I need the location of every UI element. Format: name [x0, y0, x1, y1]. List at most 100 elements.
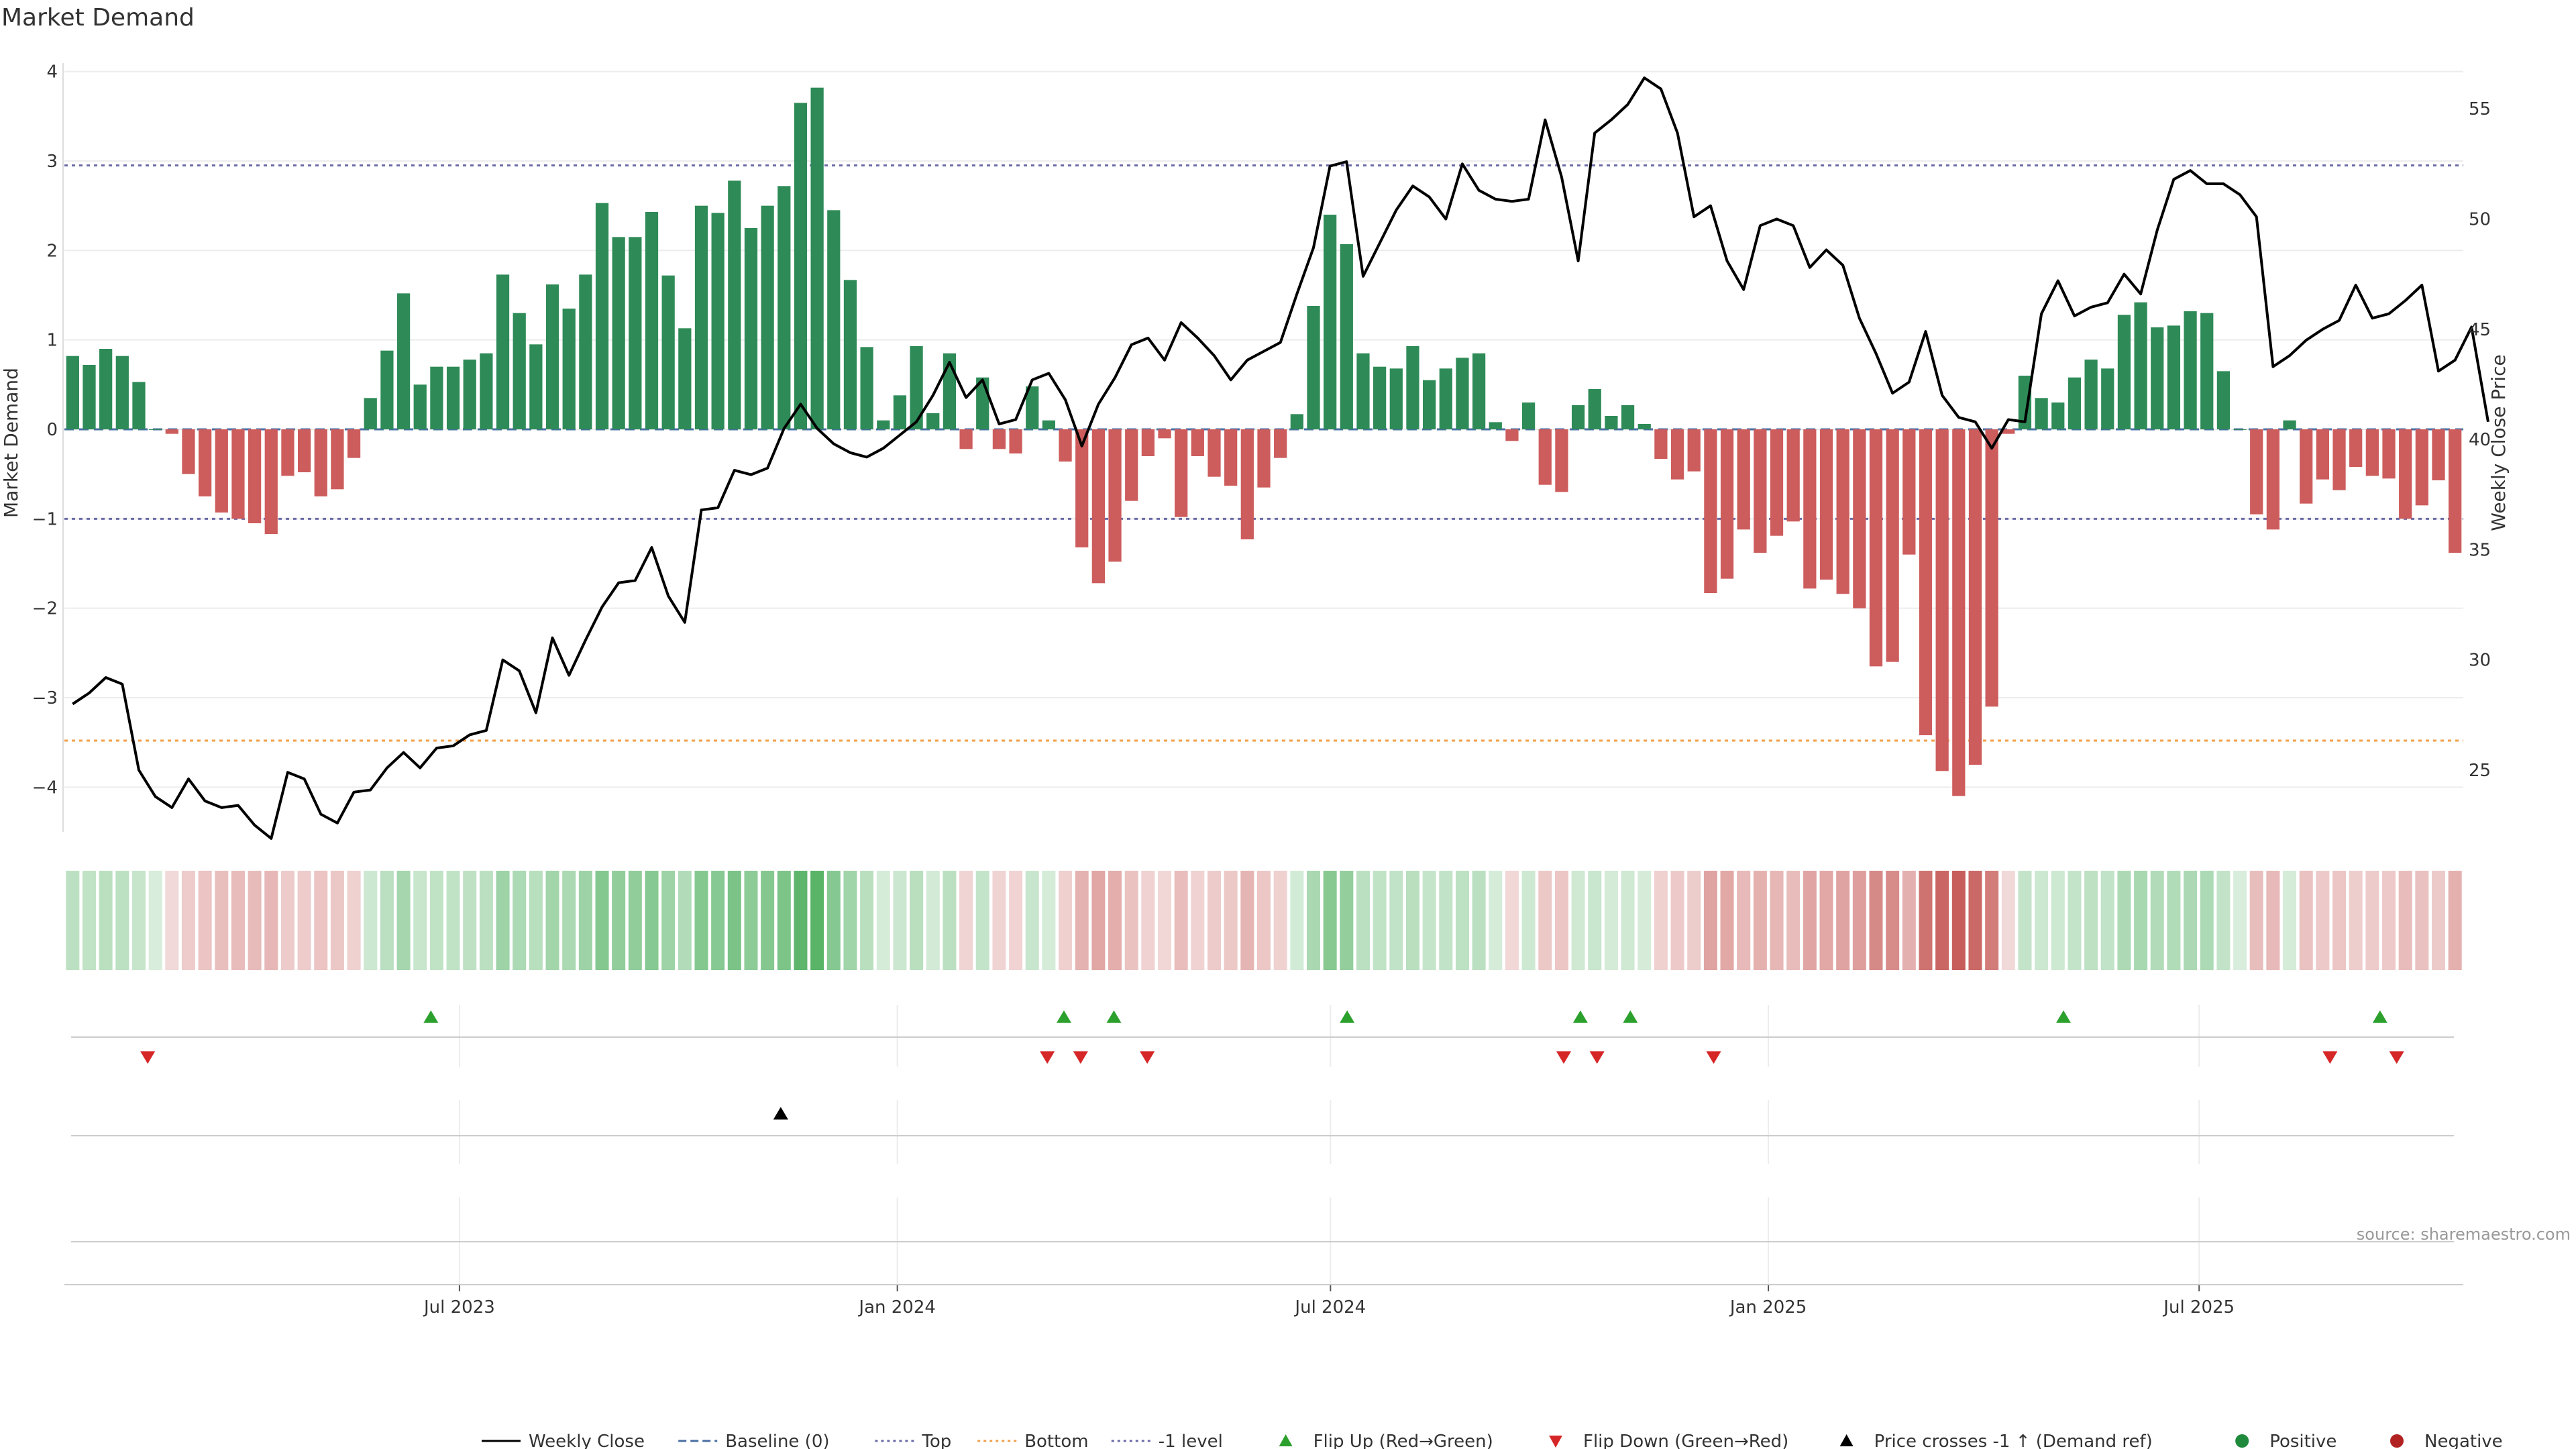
heat-cell	[2216, 871, 2231, 970]
heat-cell	[1902, 871, 1916, 970]
heat-cell	[975, 871, 989, 970]
heat-cell	[876, 871, 890, 970]
demand-bar-positive	[545, 284, 559, 429]
heat-cell	[1869, 871, 1883, 970]
flip-down-marker	[1556, 1051, 1571, 1064]
demand-bar-positive	[562, 309, 576, 429]
demand-bar-negative	[2382, 429, 2396, 479]
demand-bar-negative	[297, 429, 311, 472]
demand-bar-positive	[2084, 360, 2098, 429]
heat-cell	[860, 871, 874, 970]
flip-up-marker	[1572, 1010, 1588, 1023]
heat-cell	[165, 871, 179, 970]
demand-bar-positive	[2068, 377, 2082, 429]
heat-cell	[1191, 871, 1205, 970]
heat-cell	[2299, 871, 2313, 970]
demand-bar-positive	[2101, 368, 2114, 429]
heat-cell	[1091, 871, 1106, 970]
demand-bar-negative	[1158, 429, 1171, 439]
heat-cell	[181, 871, 195, 970]
demand-bar-positive	[2117, 315, 2131, 429]
heat-cell	[2432, 871, 2446, 970]
heat-cell	[364, 871, 378, 970]
demand-bar-positive	[413, 384, 427, 429]
demand-bar-negative	[1654, 429, 1668, 459]
demand-bar-negative	[1240, 429, 1254, 539]
demand-bar-negative	[1208, 429, 1221, 477]
demand-bar-positive	[744, 228, 758, 429]
legend-label: Price crosses -1 ↑ (Demand ref)	[1874, 1432, 2153, 1449]
heat-cell	[1521, 871, 1536, 970]
event-panels	[71, 1010, 2454, 1242]
demand-bar-negative	[1935, 429, 1949, 771]
demand-bar-positive	[1042, 420, 1056, 429]
demand-bar-negative	[992, 429, 1006, 449]
demand-bar-positive	[877, 420, 890, 429]
heat-cell	[1554, 871, 1568, 970]
heat-cell	[2349, 871, 2363, 970]
weekly-close-price-line	[72, 76, 2489, 840]
flip-up-marker	[2056, 1010, 2071, 1023]
heat-cell	[893, 871, 907, 970]
demand-bar-negative	[264, 429, 278, 534]
demand-bar-negative	[1274, 429, 1287, 458]
legend-swatch	[1839, 1434, 1854, 1446]
heat-cell	[2117, 871, 2131, 970]
demand-bar-positive	[396, 293, 411, 429]
demand-bar-negative	[1853, 429, 1866, 608]
heat-cell	[2365, 871, 2379, 970]
y2-tick-label: 25	[2469, 761, 2491, 781]
heat-cell	[2249, 871, 2263, 970]
demand-bar-positive	[364, 398, 377, 429]
legend-swatch	[2390, 1434, 2404, 1448]
heat-cell	[694, 871, 708, 970]
heat-cell	[1405, 871, 1419, 970]
demand-bar-positive	[446, 366, 460, 429]
heat-cell	[297, 871, 311, 970]
flip-up-marker	[423, 1010, 439, 1023]
demand-bar-negative	[1108, 429, 1122, 562]
heat-cell	[1951, 871, 1966, 970]
flip-down-marker	[2389, 1051, 2404, 1064]
demand-bar-negative	[1191, 429, 1204, 456]
legend-swatch	[2235, 1434, 2249, 1448]
demand-bar-negative	[2266, 429, 2280, 530]
demand-bar-negative	[1919, 429, 1933, 735]
heat-cell	[1836, 871, 1850, 970]
heat-cell	[826, 871, 841, 970]
demand-bar-negative	[1009, 429, 1022, 453]
heat-cell	[1968, 871, 1982, 970]
heat-cell	[1852, 871, 1866, 970]
demand-bar-negative	[1091, 429, 1105, 584]
heat-cell	[264, 871, 278, 970]
demand-bar-positive	[2200, 313, 2214, 429]
flip-down-marker	[1706, 1051, 1721, 1064]
heat-cell	[1472, 871, 1486, 970]
demand-bar-negative	[1786, 429, 1800, 522]
heat-cell	[1505, 871, 1519, 970]
heat-cell	[595, 871, 609, 970]
heat-cell	[1670, 871, 1684, 970]
demand-bar-negative	[1720, 429, 1734, 579]
demand-bar-positive	[1406, 346, 1419, 429]
heat-cell	[810, 871, 824, 970]
demand-bar-positive	[926, 413, 940, 429]
y-tick-label: 0	[46, 420, 58, 440]
heat-cell	[215, 871, 229, 970]
x-axis: Jul 2023 Jan 2024 Jul 2024 Jan 2025 Jul 2025	[64, 1284, 2463, 1318]
heat-cell	[2150, 871, 2164, 970]
demand-bar-positive	[2134, 302, 2147, 429]
demand-bar-positive	[1638, 424, 1651, 429]
y2-tick-label: 50	[2469, 209, 2491, 229]
heat-cell	[1654, 871, 1668, 970]
legend-swatch	[1279, 1434, 1293, 1446]
heat-cell	[1720, 871, 1734, 970]
y-tick-label: 1	[46, 331, 58, 351]
heat-cell	[330, 871, 344, 970]
demand-bar-negative	[2316, 429, 2329, 480]
heat-cell	[1009, 871, 1023, 970]
y2-tick-label: 45	[2469, 320, 2491, 340]
heat-cell	[1538, 871, 1552, 970]
x-tick-label: Jul 2023	[423, 1297, 495, 1318]
